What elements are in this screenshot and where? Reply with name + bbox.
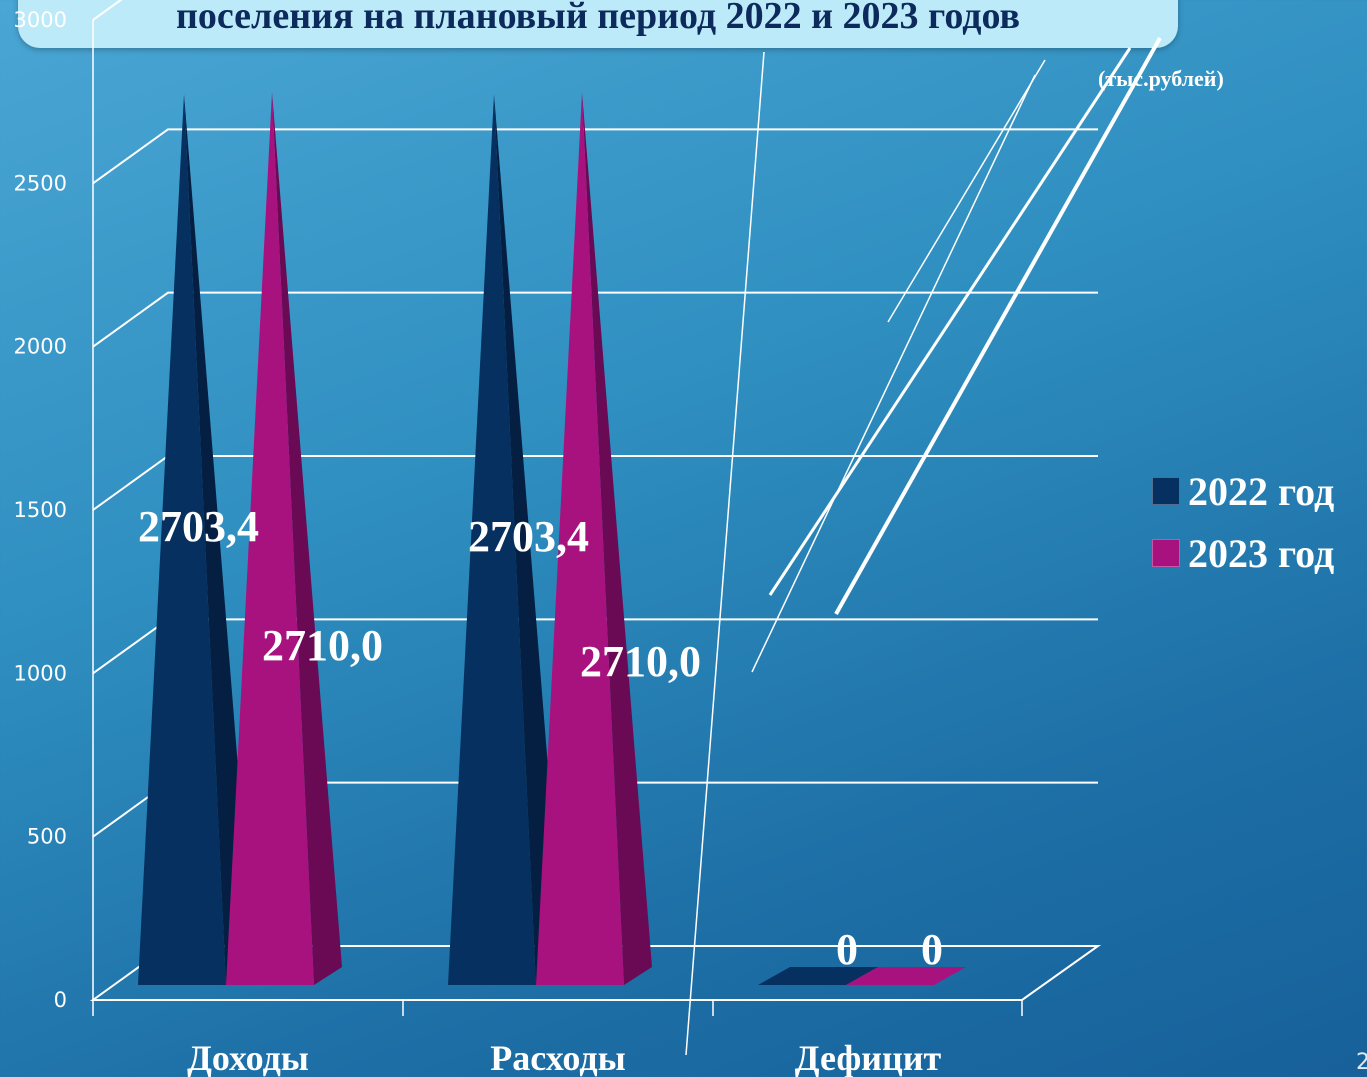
bar-side: [272, 92, 342, 986]
axis-layer: 0 500 1000 1500 2000 2500 3000 Доходы Расходы Деф…: [14, 8, 1162, 1077]
legend-label-2023: 2023 год: [1188, 530, 1335, 576]
label-layer: 2703,4 2710,0 2703,4 2710,0 0 0: [138, 502, 943, 974]
legend-label-2022: 2022 год: [1188, 468, 1335, 514]
category-label: Доходы: [187, 1038, 309, 1077]
y-tick-label: 2500: [14, 171, 67, 195]
category-label: Дефицит: [795, 1038, 942, 1077]
gridline: [92, 291, 1098, 348]
decor-line: [834, 37, 1162, 615]
bar-layer: [138, 92, 966, 986]
y-tick-label: 500: [27, 825, 67, 849]
y-tick-label: 1000: [14, 661, 67, 685]
bar: [226, 92, 314, 986]
data-label: 0: [836, 925, 858, 974]
title-box: поселения на плановый период 2022 и 2023…: [18, 0, 1178, 48]
data-label: 0: [921, 925, 943, 974]
legend-item-2022: 2022 год: [1152, 460, 1334, 522]
slide-number: 2: [1356, 1050, 1367, 1075]
decor-line: [887, 59, 1046, 323]
bar-side: [582, 92, 652, 986]
y-tick-label: 0: [54, 988, 67, 1012]
decor-line: [768, 47, 1132, 596]
legend: 2022 год 2023 год: [1152, 460, 1334, 584]
bar-side: [184, 94, 254, 986]
data-label: 2710,0: [580, 637, 701, 686]
data-label: 2703,4: [138, 502, 259, 551]
decor-line: [685, 51, 765, 1056]
bar: [846, 967, 966, 985]
legend-swatch-2022: [1152, 477, 1180, 505]
bar: [138, 94, 226, 986]
data-label: 2703,4: [468, 512, 589, 561]
y-tick-label: 1500: [14, 498, 67, 522]
chart-title: поселения на плановый период 2022 и 2023…: [175, 0, 1021, 37]
bar: [758, 967, 878, 985]
category-label: Расходы: [490, 1038, 625, 1077]
bar: [448, 94, 536, 986]
data-label: 2710,0: [262, 621, 383, 670]
gridline: [92, 128, 1098, 185]
unit-label: (тыс.рублей): [1098, 66, 1224, 91]
y-tick-label: 2000: [14, 335, 67, 359]
decor-line: [751, 74, 1036, 673]
bar-side: [494, 94, 564, 986]
legend-swatch-2023: [1152, 539, 1180, 567]
y-tick-label: 3000: [14, 8, 67, 32]
legend-item-2023: 2023 год: [1152, 522, 1334, 584]
bar: [536, 92, 624, 986]
gridline: [92, 0, 123, 21]
